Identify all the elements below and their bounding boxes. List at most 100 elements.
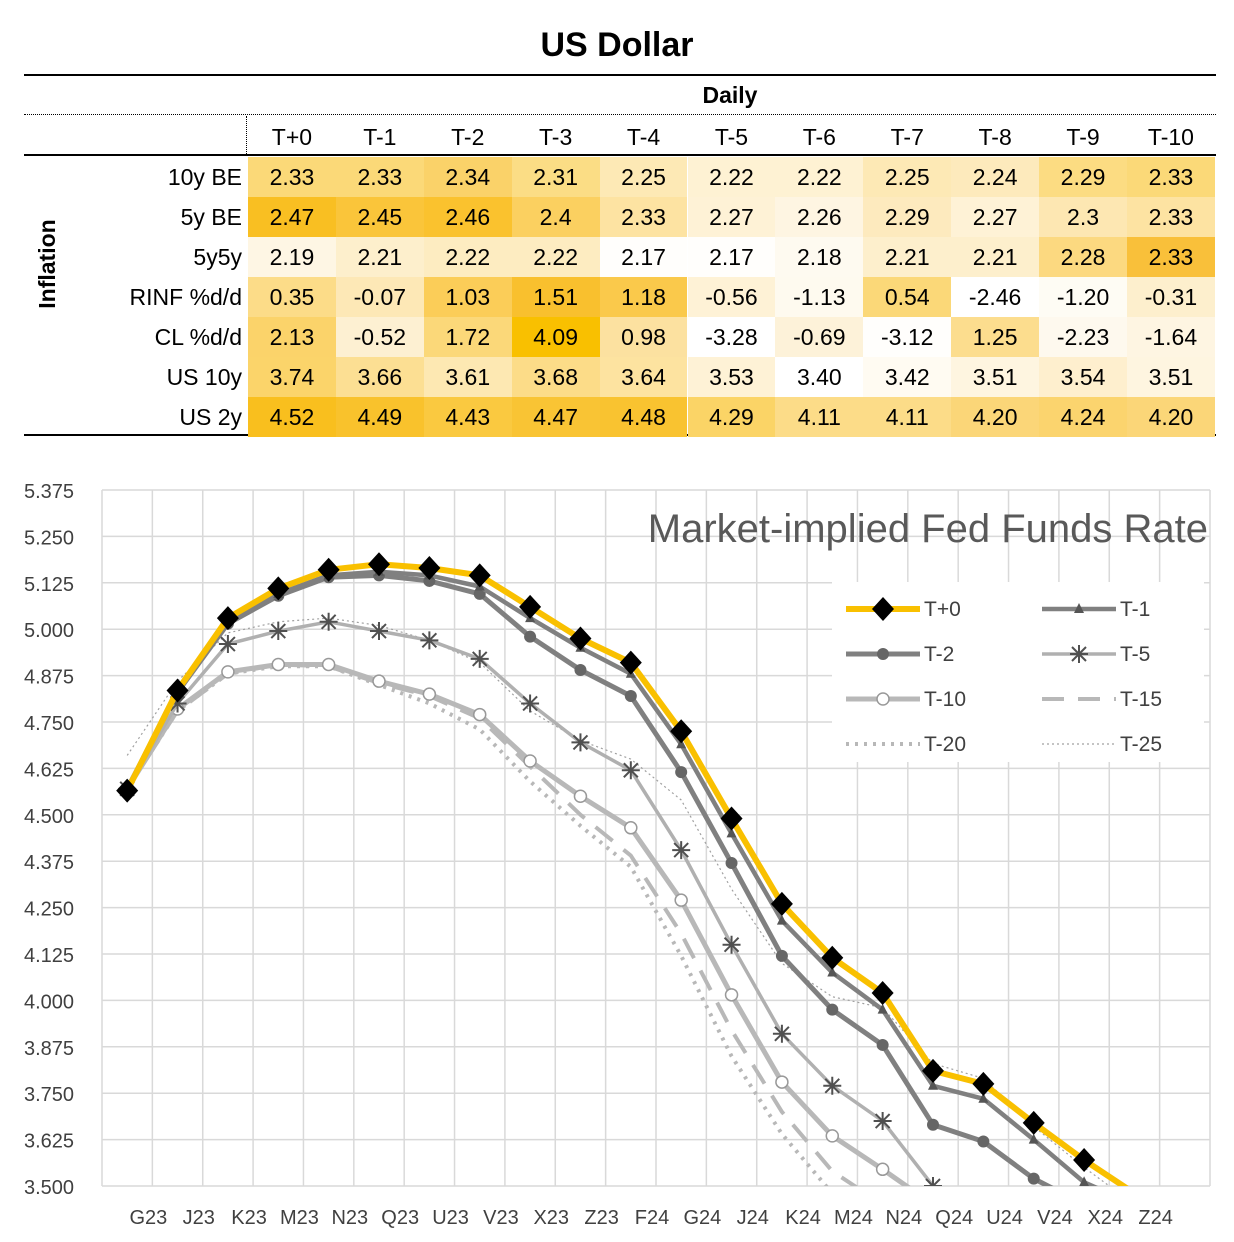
x-tick-label: G24 bbox=[683, 1207, 721, 1229]
table-cell: 4.11 bbox=[863, 397, 952, 437]
column-header: T-9 bbox=[1066, 124, 1100, 150]
table-cell: 3.68 bbox=[511, 357, 600, 397]
data-point bbox=[619, 650, 642, 675]
data-point bbox=[1074, 603, 1084, 613]
data-point bbox=[621, 761, 640, 780]
data-point bbox=[267, 576, 290, 601]
data-point bbox=[569, 626, 592, 651]
y-tick-label: 3.625 bbox=[24, 1131, 74, 1153]
x-tick-label: V24 bbox=[1037, 1207, 1073, 1229]
data-point bbox=[826, 1003, 839, 1016]
x-tick-label: G23 bbox=[129, 1207, 167, 1229]
table-cell: -3.12 bbox=[863, 317, 952, 357]
data-point bbox=[1073, 1148, 1096, 1173]
column-header: T-1 bbox=[363, 124, 397, 150]
table-cell: 2.25 bbox=[863, 157, 952, 197]
table-cell: 2.24 bbox=[951, 157, 1040, 197]
row-label: 5y BE bbox=[180, 204, 242, 230]
data-point bbox=[422, 687, 437, 701]
data-point bbox=[470, 649, 489, 668]
table-cell: -2.46 bbox=[951, 277, 1040, 317]
data-point bbox=[775, 949, 788, 962]
data-point bbox=[876, 692, 890, 706]
table-cell: 2.22 bbox=[775, 157, 864, 197]
table-cell: 4.47 bbox=[511, 397, 600, 437]
table-cell: -0.52 bbox=[335, 317, 424, 357]
data-point bbox=[368, 552, 390, 577]
y-tick-label: 4.375 bbox=[24, 852, 74, 874]
data-point bbox=[720, 806, 743, 831]
data-point bbox=[924, 1177, 942, 1186]
table-cell: 3.51 bbox=[1127, 357, 1215, 397]
x-tick-label: U23 bbox=[432, 1207, 469, 1229]
x-tick-label: J23 bbox=[183, 1207, 215, 1229]
table-cell: 4.52 bbox=[248, 397, 336, 437]
x-tick-label: Q24 bbox=[935, 1207, 973, 1229]
row-label: US 10y bbox=[166, 364, 242, 390]
data-point bbox=[972, 1071, 995, 1096]
data-point bbox=[823, 1076, 842, 1095]
data-point bbox=[521, 694, 540, 713]
column-header: T-8 bbox=[978, 124, 1012, 150]
data-point bbox=[978, 1092, 989, 1103]
table-cell: 2.21 bbox=[863, 237, 952, 277]
data-point bbox=[1070, 645, 1088, 663]
table-cell: 4.48 bbox=[599, 397, 688, 437]
legend-item: T-25 bbox=[1042, 733, 1162, 756]
data-point bbox=[472, 707, 487, 722]
x-tick-label: V23 bbox=[483, 1207, 519, 1229]
title-rule bbox=[24, 74, 1216, 76]
table-cell: 2.22 bbox=[687, 157, 776, 197]
column-header: T-3 bbox=[539, 124, 573, 150]
table-cell: 2.33 bbox=[248, 157, 336, 197]
y-tick-label: 5.000 bbox=[24, 620, 74, 642]
table-cell: 2.46 bbox=[423, 197, 512, 237]
y-tick-label: 4.250 bbox=[24, 899, 74, 921]
x-tick-label: J24 bbox=[737, 1207, 769, 1229]
table-cell: 2.33 bbox=[1127, 157, 1215, 197]
table-cell: 4.49 bbox=[335, 397, 424, 437]
data-point bbox=[876, 1038, 889, 1051]
table-cell: 2.22 bbox=[423, 237, 512, 277]
column-header: T-4 bbox=[626, 124, 661, 150]
table-top-rule bbox=[24, 154, 1216, 156]
data-point bbox=[977, 1135, 990, 1148]
table-cell: 2.34 bbox=[423, 157, 512, 197]
column-header: T-2 bbox=[451, 124, 485, 150]
table-cell: 4.09 bbox=[511, 317, 600, 357]
legend-item: T-1 bbox=[1042, 598, 1150, 621]
data-point bbox=[573, 789, 588, 803]
x-tick-label: M23 bbox=[280, 1207, 319, 1229]
y-tick-label: 4.750 bbox=[24, 713, 74, 735]
legend-label: T+0 bbox=[924, 598, 961, 621]
data-point bbox=[221, 665, 235, 679]
data-point bbox=[1079, 1176, 1089, 1186]
inflation-section-label: Inflation bbox=[34, 219, 60, 309]
table-cell: 2.19 bbox=[248, 237, 336, 277]
table-cell: 0.35 bbox=[248, 277, 336, 317]
row-label: 5y5y bbox=[193, 244, 242, 270]
data-point bbox=[825, 1129, 840, 1143]
data-point bbox=[776, 914, 787, 925]
data-point bbox=[928, 1079, 938, 1090]
legend-item: T-2 bbox=[846, 643, 954, 666]
table-cell: 3.64 bbox=[599, 357, 688, 397]
table-cell: 1.72 bbox=[423, 317, 512, 357]
table-cell: 2.29 bbox=[1039, 157, 1127, 197]
y-tick-label: 3.750 bbox=[24, 1084, 74, 1106]
table-cell: 2.18 bbox=[775, 237, 864, 277]
table-cell: 2.26 bbox=[775, 197, 864, 237]
data-point bbox=[418, 555, 441, 580]
data-point bbox=[168, 694, 187, 713]
data-point bbox=[877, 1003, 888, 1014]
table-cell: 3.74 bbox=[248, 357, 336, 397]
table-cell: -1.20 bbox=[1039, 277, 1127, 317]
legend-label: T-20 bbox=[924, 733, 966, 756]
data-point bbox=[321, 657, 336, 672]
data-point bbox=[571, 733, 590, 752]
legend-label: T-5 bbox=[1120, 643, 1150, 666]
table-cell: -0.31 bbox=[1127, 277, 1215, 317]
row-label: 10y BE bbox=[167, 164, 242, 190]
x-tick-label: X24 bbox=[1087, 1207, 1123, 1229]
data-point bbox=[370, 622, 388, 641]
